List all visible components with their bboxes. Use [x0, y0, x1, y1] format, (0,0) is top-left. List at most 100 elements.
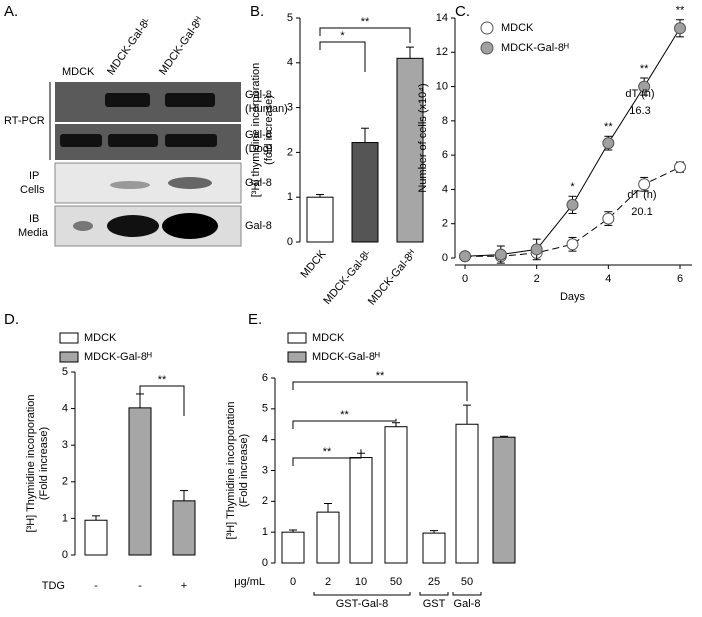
y-tick-label: 0 — [287, 236, 293, 248]
y-tick-label: 14 — [436, 12, 448, 24]
x-tick-label: 4 — [605, 273, 611, 285]
x-tick-label: - — [94, 580, 98, 592]
panel-label: B. — [250, 3, 264, 20]
row-label: TDG — [42, 580, 65, 592]
lane-label: MDCK — [62, 66, 95, 78]
group-bracket — [419, 592, 449, 596]
bar — [351, 142, 379, 243]
y-tick-label: 2 — [287, 146, 293, 158]
panel-label: E. — [248, 311, 262, 328]
y-tick-label: 5 — [62, 366, 68, 378]
significance-bracket — [292, 381, 468, 402]
significance-label: ** — [361, 16, 370, 28]
significance-bracket — [319, 27, 411, 44]
x-tick-label: MDCK — [299, 248, 329, 281]
point — [674, 161, 686, 174]
y-tick-label: 4 — [287, 57, 293, 69]
band-label: Gal-8 — [245, 177, 272, 189]
row-label: Cells — [20, 184, 45, 196]
annotation: 20.1 — [631, 206, 652, 218]
panel-label: D. — [4, 311, 19, 328]
legend-label: MDCK-Gal-8ᴴ — [501, 42, 569, 54]
legend-label: MDCK-Gal-8ᴴ — [84, 351, 152, 363]
point — [494, 248, 507, 261]
y-axis-label: [³H] Thymidine incorporation — [225, 402, 237, 540]
bar — [128, 407, 152, 556]
significance-bracket — [292, 418, 397, 429]
group-label: Gal-8 — [454, 598, 481, 610]
x-tick-label: 6 — [677, 273, 683, 285]
bar — [384, 426, 408, 564]
row-label: μg/mL — [234, 576, 265, 588]
significance-bracket — [292, 449, 362, 466]
group-label: GST — [423, 598, 446, 610]
x-tick-label: 0 — [462, 273, 468, 285]
point-label: ** — [604, 121, 613, 133]
band — [73, 221, 93, 231]
significance-label: * — [340, 30, 345, 42]
y-tick-label: 2 — [62, 476, 68, 488]
y-tick-label: 1 — [287, 191, 293, 203]
y-tick-label: 6 — [442, 149, 448, 161]
point — [566, 238, 579, 251]
x-axis-label: Days — [560, 291, 586, 303]
band — [110, 181, 150, 189]
legend-swatch — [287, 351, 307, 363]
x-tick-label: 25 — [428, 576, 440, 588]
y-axis-label: (fold increase) — [263, 95, 275, 165]
point-label: * — [570, 181, 575, 193]
legend-swatch — [59, 332, 79, 344]
y-tick-label: 5 — [287, 12, 293, 24]
panel-label: A. — [4, 3, 18, 20]
bar — [281, 531, 305, 564]
annotation: dT (h) — [625, 88, 654, 100]
point — [638, 80, 651, 93]
y-tick-label: 3 — [262, 464, 268, 476]
band-label: (Human) — [245, 103, 288, 115]
x-tick-label: 10 — [355, 576, 367, 588]
significance-label: ** — [340, 409, 349, 421]
x-tick-label: 50 — [390, 576, 402, 588]
x-tick-label: + — [181, 580, 187, 592]
group-label: GST-Gal-8 — [336, 598, 389, 610]
y-tick-label: 2 — [442, 218, 448, 230]
band-label: (Dog) — [245, 143, 273, 155]
bar — [396, 57, 424, 243]
y-tick-label: 4 — [262, 434, 268, 446]
bar — [455, 423, 479, 564]
y-axis-label: (Fold increase) — [38, 427, 50, 500]
y-tick-label: 6 — [262, 372, 268, 384]
x-tick-label: 2 — [325, 576, 331, 588]
point — [602, 137, 615, 150]
band — [165, 93, 215, 107]
legend-label: MDCK — [501, 22, 534, 34]
y-tick-label: 4 — [442, 183, 448, 195]
band-label: Gal-8 — [245, 129, 272, 141]
point — [602, 212, 615, 225]
point-label: ** — [676, 5, 685, 17]
legend-swatch — [287, 332, 307, 344]
row-label: IP — [29, 170, 39, 182]
row-label: IB — [29, 213, 39, 225]
x-tick-label: 0 — [290, 576, 296, 588]
x-tick-label: MDCK-Gal-8ᴴ — [366, 248, 419, 308]
lane-label: MDCK-Gal-8ᴸ — [105, 16, 153, 78]
lane-label: MDCK-Gal-8ᴴ — [157, 15, 206, 78]
significance-bracket — [139, 385, 185, 416]
legend-label: MDCK-Gal-8ᴴ — [312, 351, 380, 363]
band-label: Gal-8 — [245, 220, 272, 232]
bar — [349, 457, 373, 564]
legend-label: MDCK — [84, 332, 117, 344]
band — [162, 213, 218, 239]
band-label: Gal-8 — [245, 89, 272, 101]
significance-label: ** — [376, 370, 385, 382]
legend-marker — [480, 41, 494, 55]
y-axis-label: (Fold increase) — [238, 434, 250, 507]
annotation: dT (h) — [627, 189, 656, 201]
point — [530, 243, 543, 256]
group-bracket — [452, 592, 482, 596]
band — [107, 215, 159, 237]
y-tick-label: 0 — [442, 252, 448, 264]
annotation: 16.3 — [629, 105, 650, 117]
